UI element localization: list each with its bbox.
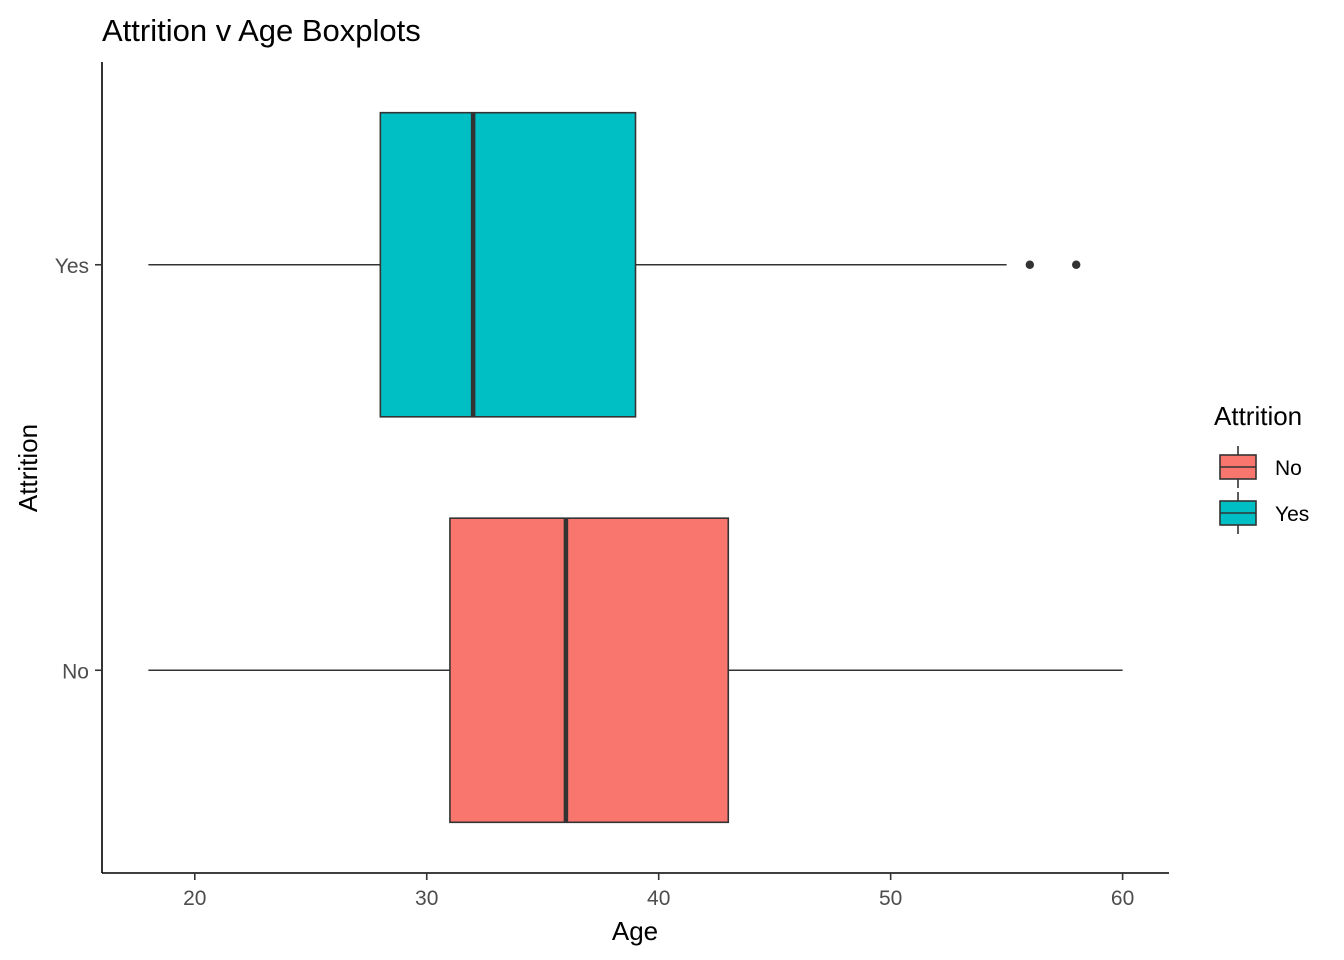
box-no [148,517,1123,824]
outlier-point [1072,260,1081,269]
legend-label: Yes [1275,503,1309,526]
x-tick-label: 40 [647,887,670,910]
legend: Attrition No Yes [1214,401,1309,534]
x-axis-title: Age [612,916,658,946]
legend-item-no: No [1219,446,1302,488]
box-yes [148,111,1081,418]
y-tick-label: No [62,660,89,683]
legend-label: No [1275,457,1302,480]
plot-area [148,111,1123,824]
x-axis-ticks: 20 30 40 50 60 [183,873,1134,910]
x-tick-label: 30 [415,887,438,910]
y-axis-ticks: No Yes [55,255,102,683]
y-axis-title: Attrition [13,424,43,512]
x-tick-label: 20 [183,887,206,910]
box-iqr [379,111,637,418]
box-iqr [449,517,730,824]
x-tick-label: 60 [1111,887,1134,910]
x-tick-label: 50 [879,887,902,910]
y-tick-label: Yes [55,255,89,278]
chart-title: Attrition v Age Boxplots [102,13,421,48]
legend-title: Attrition [1214,401,1302,431]
outlier-point [1025,260,1035,269]
legend-item-yes: Yes [1219,492,1309,534]
